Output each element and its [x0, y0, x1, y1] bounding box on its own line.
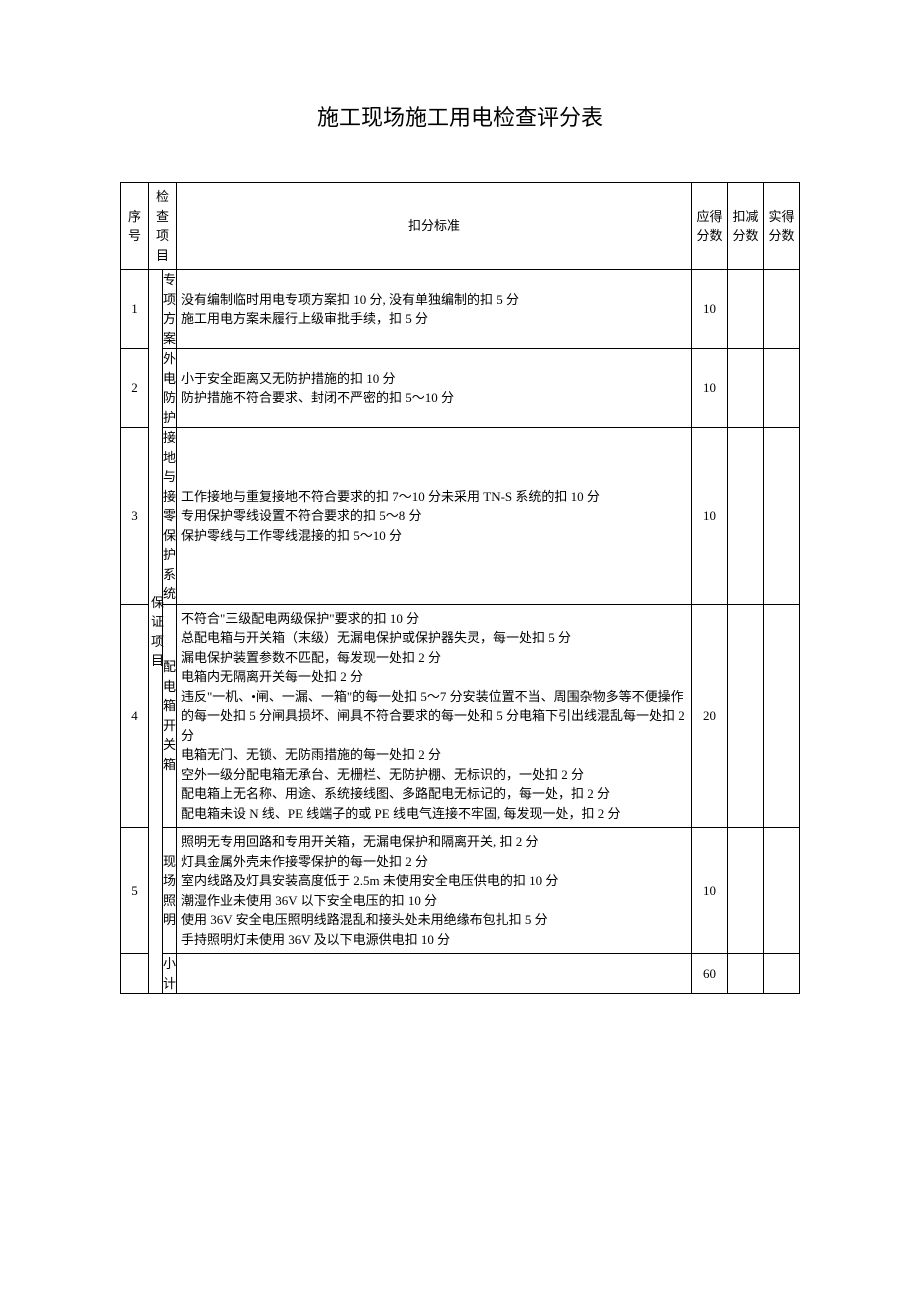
cell-seq: 4 [121, 604, 149, 828]
cell-seq: 2 [121, 349, 149, 428]
cell-should-score: 10 [692, 428, 728, 605]
header-check-item: 检查项目 [149, 183, 177, 270]
cell-item: 外电防护 [163, 349, 177, 428]
cell-subtotal-label: 小计 [163, 954, 177, 994]
cell-subtotal-standard [177, 954, 692, 994]
cell-should-score: 20 [692, 604, 728, 828]
header-seq: 序号 [121, 183, 149, 270]
cell-deduct-score [728, 349, 764, 428]
cell-should-score: 10 [692, 349, 728, 428]
cell-deduct-score [728, 828, 764, 954]
cell-item: 专项方案 [163, 270, 177, 349]
header-should-score: 应得分数 [692, 183, 728, 270]
cell-subtotal-should: 60 [692, 954, 728, 994]
cell-seq-empty [121, 954, 149, 994]
cell-seq: 5 [121, 828, 149, 954]
cell-standard: 工作接地与重复接地不符合要求的扣 7～10 分未采用 TN-S 系统的扣 10 … [177, 428, 692, 605]
cell-standard: 不符合"三级配电两级保护"要求的扣 10 分总配电箱与开关箱（末级）无漏电保护或… [177, 604, 692, 828]
cell-item: 现场照明 [163, 828, 177, 954]
cell-actual-score [764, 349, 800, 428]
cell-category: 保证项目 [149, 270, 163, 994]
cell-actual-score [764, 828, 800, 954]
cell-subtotal-actual [764, 954, 800, 994]
header-standard: 扣分标准 [177, 183, 692, 270]
table-row: 2 外电防护 小于安全距离又无防护措施的扣 10 分防护措施不符合要求、封闭不严… [121, 349, 800, 428]
table-row: 5 现场照明 照明无专用回路和专用开关箱，无漏电保护和隔离开关, 扣 2 分灯具… [121, 828, 800, 954]
cell-deduct-score [728, 428, 764, 605]
cell-standard: 照明无专用回路和专用开关箱，无漏电保护和隔离开关, 扣 2 分灯具金属外壳未作接… [177, 828, 692, 954]
table-row: 4 配电箱开关箱 不符合"三级配电两级保护"要求的扣 10 分总配电箱与开关箱（… [121, 604, 800, 828]
cell-standard: 小于安全距离又无防护措施的扣 10 分防护措施不符合要求、封闭不严密的扣 5～1… [177, 349, 692, 428]
cell-item: 接地与接零保护系统 [163, 428, 177, 605]
page-title: 施工现场施工用电检查评分表 [120, 100, 800, 132]
table-row: 1 保证项目 专项方案 没有编制临时用电专项方案扣 10 分, 没有单独编制的扣… [121, 270, 800, 349]
cell-item: 配电箱开关箱 [163, 604, 177, 828]
table-row: 3 接地与接零保护系统 工作接地与重复接地不符合要求的扣 7～10 分未采用 T… [121, 428, 800, 605]
header-deduct-score: 扣减分数 [728, 183, 764, 270]
score-table: 序号 检查项目 扣分标准 应得分数 扣减分数 实得分数 1 保证项目 专项方案 … [120, 182, 800, 994]
cell-should-score: 10 [692, 270, 728, 349]
cell-seq: 1 [121, 270, 149, 349]
cell-subtotal-deduct [728, 954, 764, 994]
cell-should-score: 10 [692, 828, 728, 954]
cell-actual-score [764, 604, 800, 828]
cell-actual-score [764, 428, 800, 605]
cell-actual-score [764, 270, 800, 349]
cell-seq: 3 [121, 428, 149, 605]
subtotal-row: 小计 60 [121, 954, 800, 994]
cell-deduct-score [728, 270, 764, 349]
table-header-row: 序号 检查项目 扣分标准 应得分数 扣减分数 实得分数 [121, 183, 800, 270]
header-actual-score: 实得分数 [764, 183, 800, 270]
cell-standard: 没有编制临时用电专项方案扣 10 分, 没有单独编制的扣 5 分施工用电方案未履… [177, 270, 692, 349]
cell-deduct-score [728, 604, 764, 828]
